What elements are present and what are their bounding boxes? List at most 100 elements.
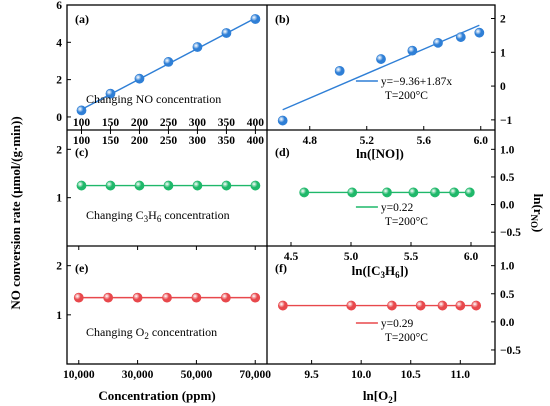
panel-label: (b) bbox=[275, 12, 290, 26]
data-point bbox=[191, 292, 202, 303]
y-tick-label: 2 bbox=[56, 75, 62, 87]
y-axis-title-right: ln(rNO) bbox=[529, 194, 546, 233]
data-point bbox=[299, 187, 310, 198]
y-tick-label: 1 bbox=[500, 47, 506, 59]
x-tick-label: 10,000 bbox=[63, 369, 95, 381]
x-axis-title-d: ln([C3H6]) bbox=[352, 263, 409, 280]
data-point bbox=[433, 37, 443, 48]
chart-layer: (a) 100 150 200 250 300 350 400 0 2 4 6 (b) 4.8 5.2 5.6… bbox=[56, 0, 521, 381]
data-point bbox=[376, 54, 386, 64]
y-axis-title-left: NO conversion rate (μmol/(g·min)) bbox=[8, 116, 23, 309]
x-tick-label: 9.5 bbox=[304, 369, 319, 381]
x-tick-label: 400 bbox=[247, 117, 265, 129]
x-tick-label: 11.0 bbox=[451, 369, 471, 381]
panel-b: (b) 4.8 5.2 5.6 6.0 −1 0 1 2 y=−9.36+1.87x T=200°C bbox=[275, 12, 513, 147]
legend-equation: y=0.22 bbox=[381, 202, 414, 214]
x-tick-label: 5.5 bbox=[404, 251, 419, 263]
data-point bbox=[430, 187, 440, 198]
x-tick-label: 100 bbox=[73, 117, 91, 129]
data-point bbox=[334, 65, 345, 76]
data-point bbox=[250, 180, 261, 191]
x-tick-label: 10.5 bbox=[401, 369, 421, 381]
x-tick-label: 350 bbox=[218, 117, 236, 129]
y-tick-label: 0.0 bbox=[500, 200, 515, 212]
y-tick-label: 1 bbox=[56, 310, 62, 322]
data-point bbox=[415, 300, 426, 311]
data-point bbox=[103, 292, 114, 303]
panel-label: (d) bbox=[275, 145, 290, 159]
y-tick-label: 6 bbox=[56, 0, 62, 12]
fit-line bbox=[282, 24, 480, 111]
data-point bbox=[134, 73, 145, 84]
y-tick-label: 0 bbox=[500, 81, 506, 93]
data-point bbox=[408, 187, 419, 198]
data-point bbox=[250, 14, 261, 24]
x-tick-label: 200 bbox=[131, 117, 149, 129]
panel-e: (e) 10,000 30,000 50,000 70,000 1 2 bbox=[56, 246, 271, 381]
legend-temperature: T=200°C bbox=[385, 332, 428, 344]
x-tick-label: 30,000 bbox=[122, 369, 154, 381]
x-tick-label: 4.8 bbox=[303, 135, 318, 147]
data-point bbox=[163, 57, 174, 67]
data-point bbox=[437, 300, 448, 311]
data-point bbox=[277, 300, 288, 311]
x-tick-label: 70,000 bbox=[239, 369, 271, 381]
x-tick-label: 50,000 bbox=[181, 369, 213, 381]
x-tick-label: 5.2 bbox=[360, 135, 375, 147]
data-point bbox=[192, 180, 203, 191]
legend-temperature: T=200°C bbox=[385, 90, 428, 102]
x-tick-label: 400 bbox=[247, 135, 265, 147]
data-point bbox=[407, 45, 418, 56]
data-point bbox=[382, 187, 392, 198]
data-point bbox=[192, 42, 203, 52]
y-tick-label: 0.0 bbox=[500, 317, 515, 329]
x-tick-label: 5.0 bbox=[344, 251, 359, 263]
data-point bbox=[250, 292, 261, 303]
data-point bbox=[76, 105, 87, 116]
data-point bbox=[464, 187, 475, 198]
x-tick-label: 300 bbox=[189, 135, 207, 147]
panel-label: (a) bbox=[75, 12, 89, 26]
y-tick-label: 1.0 bbox=[500, 144, 515, 156]
data-point bbox=[162, 292, 172, 303]
data-point bbox=[163, 180, 174, 191]
x-axis-title-f: ln[O2] bbox=[363, 388, 397, 405]
x-tick-label: 5.6 bbox=[417, 135, 432, 147]
x-tick-label: 10.0 bbox=[351, 369, 371, 381]
y-tick-label: 2 bbox=[500, 14, 506, 26]
x-tick-label: 350 bbox=[218, 135, 236, 147]
data-point bbox=[449, 187, 460, 198]
x-tick-label: 6.0 bbox=[474, 135, 489, 147]
data-point bbox=[221, 28, 232, 38]
panel-label: (f) bbox=[275, 261, 287, 275]
data-point bbox=[455, 32, 466, 42]
data-point bbox=[73, 292, 84, 303]
y-tick-label: −0.5 bbox=[500, 345, 521, 357]
data-point bbox=[474, 27, 485, 38]
panel-label: (c) bbox=[75, 145, 88, 159]
x-tick-label: 6.0 bbox=[464, 251, 479, 263]
y-tick-label: 2 bbox=[56, 144, 62, 156]
data-point bbox=[134, 180, 145, 191]
y-tick-label: −1 bbox=[500, 115, 513, 127]
y-tick-label: −0.5 bbox=[500, 227, 521, 239]
legend-temperature: T=200°C bbox=[385, 216, 428, 228]
x-tick-label: 4.5 bbox=[284, 251, 299, 263]
panel-label: (e) bbox=[75, 261, 88, 275]
legend-equation: y=−9.36+1.87x bbox=[381, 76, 452, 88]
data-point bbox=[105, 180, 116, 191]
figure-frame bbox=[66, 4, 496, 365]
y-tick-label: 0 bbox=[56, 112, 62, 124]
annotation-a: Changing NO concentration bbox=[86, 92, 221, 106]
data-point bbox=[76, 180, 87, 191]
data-point bbox=[221, 180, 232, 191]
x-tick-label: 200 bbox=[131, 135, 149, 147]
panel-d: (d) 4.5 5.0 5.5 6.0 1.0 0.5 0.0 −0.5 y=0.22 T=200°… bbox=[275, 144, 521, 263]
panel-f: (f) 9.5 10.0 10.5 11.0 1.0 0.5 0.0 −0.5 y=0.29 T=2… bbox=[275, 261, 521, 381]
y-tick-label: 1.0 bbox=[500, 261, 515, 273]
data-point bbox=[220, 292, 231, 303]
annotation-e: Changing O2 concentration bbox=[86, 325, 217, 341]
x-tick-label: 250 bbox=[160, 117, 178, 129]
